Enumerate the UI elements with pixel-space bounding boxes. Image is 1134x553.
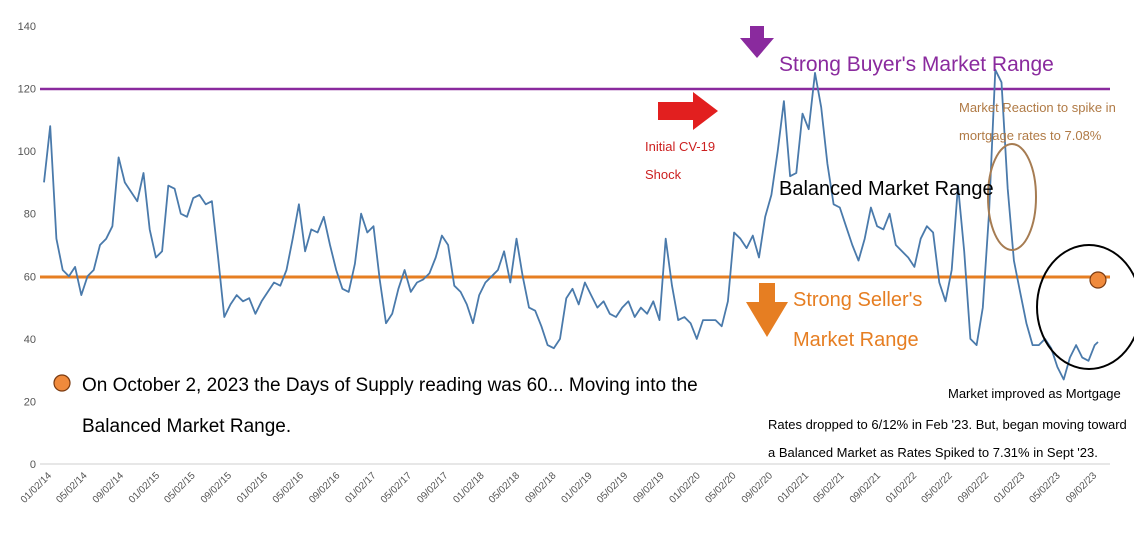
x-tick-label: 05/02/18 xyxy=(487,470,523,506)
legend-dot xyxy=(53,374,71,392)
strong-buyer-label: Strong Buyer's Market Range xyxy=(779,53,1054,76)
series-line-days-of-supply xyxy=(43,68,1099,381)
x-tick-label: 09/02/15 xyxy=(199,470,235,506)
current-reading-dot xyxy=(1089,271,1107,289)
october-note-2: Balanced Market Range. xyxy=(82,416,291,437)
improve-note-2: Rates dropped to 6/12% in Feb '23. But, … xyxy=(768,417,1127,432)
x-axis: 01/02/14 05/02/14 09/02/14 01/02/15 05/02/15… xyxy=(19,470,1100,506)
x-tick-label: 01/02/23 xyxy=(992,470,1028,506)
x-tick-label: 01/02/17 xyxy=(343,470,379,506)
x-tick-label: 05/02/15 xyxy=(162,470,198,506)
x-tick-label: 01/02/19 xyxy=(559,470,595,506)
reaction-label-2: mortgage rates to 7.08% xyxy=(959,128,1102,143)
x-tick-label: 01/02/18 xyxy=(451,470,487,506)
x-tick-label: 09/02/19 xyxy=(631,470,667,506)
x-tick-label: 09/02/23 xyxy=(1064,470,1100,506)
y-tick-label: 60 xyxy=(24,271,36,283)
y-tick-label: 120 xyxy=(18,84,36,96)
x-tick-label: 09/02/20 xyxy=(740,470,776,506)
up-arrow-icon xyxy=(740,26,774,58)
x-tick-label: 01/02/20 xyxy=(667,470,703,506)
x-tick-label: 09/02/22 xyxy=(956,470,992,506)
x-tick-label: 09/02/18 xyxy=(523,470,559,506)
x-tick-label: 09/02/17 xyxy=(415,470,451,506)
y-tick-label: 80 xyxy=(24,209,36,221)
x-tick-label: 01/02/21 xyxy=(776,470,812,506)
strong-seller-label-2: Market Range xyxy=(793,329,919,351)
y-tick-label: 40 xyxy=(24,334,36,346)
october-note-1: On October 2, 2023 the Days of Supply re… xyxy=(82,375,698,396)
x-tick-label: 01/02/15 xyxy=(127,470,163,506)
strong-seller-label-1: Strong Seller's xyxy=(793,289,922,311)
x-tick-label: 09/02/21 xyxy=(848,470,884,506)
x-tick-label: 01/02/22 xyxy=(884,470,920,506)
x-tick-label: 05/02/19 xyxy=(595,470,631,506)
y-axis: 0 20 40 60 80 100 120 140 xyxy=(18,21,36,471)
cv19-label-2: Shock xyxy=(645,167,682,182)
x-tick-label: 05/02/21 xyxy=(811,470,847,506)
y-tick-label: 20 xyxy=(24,396,36,408)
x-tick-label: 01/02/14 xyxy=(19,470,55,506)
x-tick-label: 05/02/22 xyxy=(919,470,955,506)
improve-note-3: a Balanced Market as Rates Spiked to 7.3… xyxy=(768,445,1098,460)
right-arrow-icon xyxy=(658,92,718,130)
down-arrow-icon xyxy=(746,283,788,337)
x-tick-label: 05/02/23 xyxy=(1028,470,1064,506)
cv19-label-1: Initial CV-19 xyxy=(645,139,715,154)
x-tick-label: 05/02/14 xyxy=(54,470,90,506)
rate-spike-circle xyxy=(987,143,1037,251)
x-tick-label: 09/02/14 xyxy=(91,470,127,506)
recent-period-circle xyxy=(1036,244,1134,370)
x-tick-label: 09/02/16 xyxy=(307,470,343,506)
y-tick-label: 100 xyxy=(18,146,36,158)
x-tick-label: 05/02/16 xyxy=(271,470,307,506)
reaction-label-1: Market Reaction to spike in xyxy=(959,100,1116,115)
x-tick-label: 01/02/16 xyxy=(235,470,271,506)
x-tick-label: 05/02/17 xyxy=(379,470,415,506)
balanced-market-label: Balanced Market Range xyxy=(779,178,994,200)
x-tick-label: 05/02/20 xyxy=(703,470,739,506)
improve-note-1: Market improved as Mortgage xyxy=(948,386,1121,401)
y-tick-label: 0 xyxy=(30,459,36,471)
y-tick-label: 140 xyxy=(18,21,36,33)
